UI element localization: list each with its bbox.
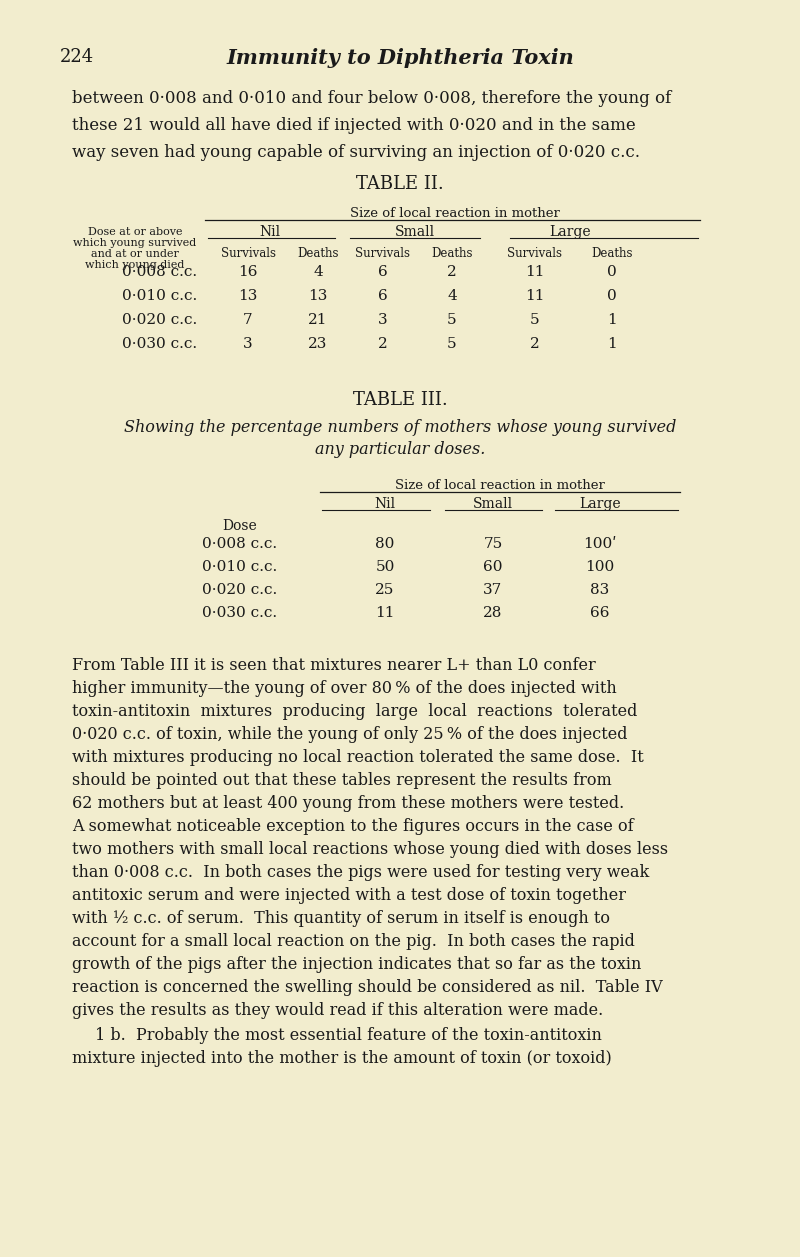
Text: 11: 11	[526, 265, 545, 279]
Text: Dose: Dose	[222, 519, 258, 533]
Text: 60: 60	[483, 561, 502, 574]
Text: two mothers with small local reactions whose young died with doses less: two mothers with small local reactions w…	[72, 841, 668, 859]
Text: these 21 would all have died if injected with 0·020 and in the same: these 21 would all have died if injected…	[72, 117, 636, 134]
Text: Large: Large	[579, 497, 621, 512]
Text: 16: 16	[238, 265, 258, 279]
Text: Large: Large	[549, 225, 591, 239]
Text: 75: 75	[483, 537, 502, 551]
Text: Dose at or above: Dose at or above	[88, 228, 182, 238]
Text: higher immunity—the young of over 80 % of the does injected with: higher immunity—the young of over 80 % o…	[72, 680, 617, 696]
Text: Showing the percentage numbers of mothers whose young survived: Showing the percentage numbers of mother…	[124, 419, 676, 436]
Text: antitoxic serum and were injected with a test dose of toxin together: antitoxic serum and were injected with a…	[72, 887, 626, 904]
Text: 224: 224	[60, 48, 94, 67]
Text: 5: 5	[447, 313, 457, 327]
Text: 7: 7	[243, 313, 253, 327]
Text: 6: 6	[378, 265, 388, 279]
Text: 1: 1	[607, 337, 617, 351]
Text: Deaths: Deaths	[431, 246, 473, 260]
Text: 0·020 c.c.: 0·020 c.c.	[122, 313, 198, 327]
Text: Survivals: Survivals	[507, 246, 562, 260]
Text: toxin-antitoxin  mixtures  producing  large  local  reactions  tolerated: toxin-antitoxin mixtures producing large…	[72, 703, 638, 720]
Text: Survivals: Survivals	[221, 246, 275, 260]
Text: gives the results as they would read if this alteration were made.: gives the results as they would read if …	[72, 1002, 603, 1019]
Text: 4: 4	[447, 289, 457, 303]
Text: 0·008 c.c.: 0·008 c.c.	[122, 265, 198, 279]
Text: 21: 21	[308, 313, 328, 327]
Text: should be pointed out that these tables represent the results from: should be pointed out that these tables …	[72, 772, 612, 789]
Text: 1: 1	[607, 313, 617, 327]
Text: 13: 13	[238, 289, 258, 303]
Text: 0·010 c.c.: 0·010 c.c.	[202, 561, 278, 574]
Text: 62 mothers but at least 400 young from these mothers were tested.: 62 mothers but at least 400 young from t…	[72, 794, 624, 812]
Text: 11: 11	[375, 606, 394, 620]
Text: 37: 37	[483, 583, 502, 597]
Text: 100ʹ: 100ʹ	[583, 537, 617, 551]
Text: growth of the pigs after the injection indicates that so far as the toxin: growth of the pigs after the injection i…	[72, 957, 642, 973]
Text: than 0·008 c.c.  In both cases the pigs were used for testing very weak: than 0·008 c.c. In both cases the pigs w…	[72, 864, 650, 881]
Text: 83: 83	[590, 583, 610, 597]
Text: 2: 2	[378, 337, 388, 351]
Text: 3: 3	[378, 313, 388, 327]
Text: A somewhat noticeable exception to the figures occurs in the case of: A somewhat noticeable exception to the f…	[72, 818, 634, 835]
Text: 23: 23	[308, 337, 328, 351]
Text: 11: 11	[526, 289, 545, 303]
Text: 100: 100	[586, 561, 614, 574]
Text: Size of local reaction in mother: Size of local reaction in mother	[350, 207, 560, 220]
Text: TABLE III.: TABLE III.	[353, 391, 447, 409]
Text: Nil: Nil	[374, 497, 395, 512]
Text: Small: Small	[395, 225, 435, 239]
Text: 4: 4	[313, 265, 323, 279]
Text: between 0·008 and 0·010 and four below 0·008, therefore the young of: between 0·008 and 0·010 and four below 0…	[72, 91, 671, 107]
Text: 13: 13	[308, 289, 328, 303]
Text: 0·010 c.c.: 0·010 c.c.	[122, 289, 198, 303]
Text: 3: 3	[243, 337, 253, 351]
Text: 1 b.  Probably the most essential feature of the toxin-antitoxin: 1 b. Probably the most essential feature…	[95, 1027, 602, 1045]
Text: 0: 0	[607, 265, 617, 279]
Text: and at or under: and at or under	[91, 249, 179, 259]
Text: 25: 25	[375, 583, 394, 597]
Text: 2: 2	[530, 337, 540, 351]
Text: reaction is concerned the swelling should be considered as nil.  Table IV: reaction is concerned the swelling shoul…	[72, 979, 662, 996]
Text: with mixtures producing no local reaction tolerated the same dose.  It: with mixtures producing no local reactio…	[72, 749, 644, 766]
Text: Deaths: Deaths	[591, 246, 633, 260]
Text: 50: 50	[375, 561, 394, 574]
Text: way seven had young capable of surviving an injection of 0·020 c.c.: way seven had young capable of surviving…	[72, 145, 640, 161]
Text: 80: 80	[375, 537, 394, 551]
Text: Nil: Nil	[259, 225, 281, 239]
Text: with ½ c.c. of serum.  This quantity of serum in itself is enough to: with ½ c.c. of serum. This quantity of s…	[72, 910, 610, 926]
Text: 28: 28	[483, 606, 502, 620]
Text: Size of local reaction in mother: Size of local reaction in mother	[395, 479, 605, 491]
Text: which young survived: which young survived	[74, 238, 197, 248]
Text: 5: 5	[530, 313, 540, 327]
Text: which young died: which young died	[86, 260, 185, 270]
Text: 0·020 c.c. of toxin, while the young of only 25 % of the does injected: 0·020 c.c. of toxin, while the young of …	[72, 727, 627, 743]
Text: 5: 5	[447, 337, 457, 351]
Text: 2: 2	[447, 265, 457, 279]
Text: 0·030 c.c.: 0·030 c.c.	[202, 606, 278, 620]
Text: Small: Small	[473, 497, 513, 512]
Text: From Table III it is seen that mixtures nearer L+ than L0 confer: From Table III it is seen that mixtures …	[72, 657, 596, 674]
Text: 0·030 c.c.: 0·030 c.c.	[122, 337, 198, 351]
Text: 66: 66	[590, 606, 610, 620]
Text: 0·020 c.c.: 0·020 c.c.	[202, 583, 278, 597]
Text: 6: 6	[378, 289, 388, 303]
Text: Survivals: Survivals	[355, 246, 410, 260]
Text: 0: 0	[607, 289, 617, 303]
Text: mixture injected into the mother is the amount of toxin (or toxoid): mixture injected into the mother is the …	[72, 1050, 612, 1067]
Text: account for a small local reaction on the pig.  In both cases the rapid: account for a small local reaction on th…	[72, 933, 635, 950]
Text: 0·008 c.c.: 0·008 c.c.	[202, 537, 278, 551]
Text: any particular doses.: any particular doses.	[315, 441, 485, 458]
Text: Immunity to Diphtheria Toxin: Immunity to Diphtheria Toxin	[226, 48, 574, 68]
Text: Deaths: Deaths	[298, 246, 338, 260]
Text: TABLE II.: TABLE II.	[356, 175, 444, 194]
